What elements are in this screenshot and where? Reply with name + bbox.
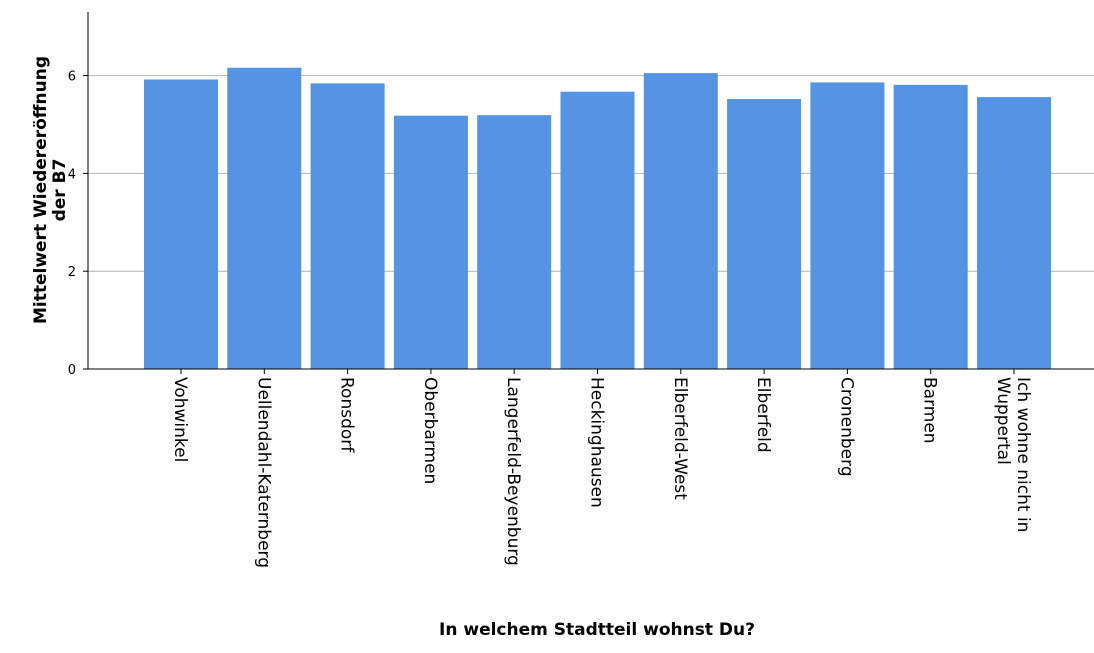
bar [393, 115, 468, 369]
y-axis-title-line: der B7 [50, 159, 70, 222]
y-tick-label: 6 [68, 70, 76, 85]
x-category-label: Oberbarmen [420, 377, 440, 484]
x-axis-title: In welchem Stadtteil wohnst Du? [439, 620, 755, 640]
bar [560, 91, 635, 370]
x-category-label: Vohwinkel [170, 377, 190, 462]
x-category-label: Elberfeld [753, 377, 773, 453]
x-category-label: Elberfeld-West [670, 377, 690, 500]
x-category-label-line: Barmen [920, 377, 940, 444]
x-category-label-line: Elberfeld [753, 377, 773, 453]
y-tick-label: 0 [68, 363, 76, 378]
x-category-label: Uellendahl-Katernberg [253, 377, 273, 568]
bar [477, 115, 552, 369]
bars [144, 67, 1051, 370]
x-category-label: Ich wohne nicht inWuppertal [993, 377, 1033, 532]
x-category-label-line: Langerfeld-Beyenburg [503, 377, 523, 566]
bar [810, 82, 885, 369]
x-category-label: Cronenberg [836, 377, 856, 477]
x-category-label: Barmen [920, 377, 940, 444]
x-category-label-line: Elberfeld-West [670, 377, 690, 500]
bar [310, 83, 385, 370]
x-category-label-line: Heckinghausen [587, 377, 607, 508]
y-axis-title: Mittelwert Wiedereröffnungder B7 [31, 56, 70, 324]
bar [227, 67, 302, 370]
x-category-label: Ronsdorf [337, 377, 357, 453]
y-axis-title-line: Mittelwert Wiedereröffnung [31, 56, 51, 324]
y-tick-label: 4 [68, 167, 76, 182]
y-tick-labels: 0 2 4 6 [68, 70, 88, 378]
x-category-labels: Vohwinkel Uellendahl-Katernberg Ronsdorf Ob… [170, 369, 1033, 568]
x-category-label-line: Uellendahl-Katernberg [253, 377, 273, 568]
y-tick-label: 2 [68, 265, 76, 280]
x-category-label-line: Ich wohne nicht in [1013, 377, 1033, 532]
x-category-label: Langerfeld-Beyenburg [503, 377, 523, 566]
x-category-label-line: Vohwinkel [170, 377, 190, 462]
bar [727, 99, 802, 369]
bar [977, 97, 1051, 370]
x-category-label-line: Wuppertal [993, 377, 1013, 465]
bar [144, 79, 218, 369]
x-category-label-line: Ronsdorf [337, 377, 357, 453]
x-category-label-line: Oberbarmen [420, 377, 440, 484]
x-category-label-line: Cronenberg [836, 377, 856, 477]
x-category-label: Heckinghausen [587, 377, 607, 508]
axes [87, 12, 1094, 370]
bar [643, 73, 718, 370]
bar [893, 84, 968, 369]
